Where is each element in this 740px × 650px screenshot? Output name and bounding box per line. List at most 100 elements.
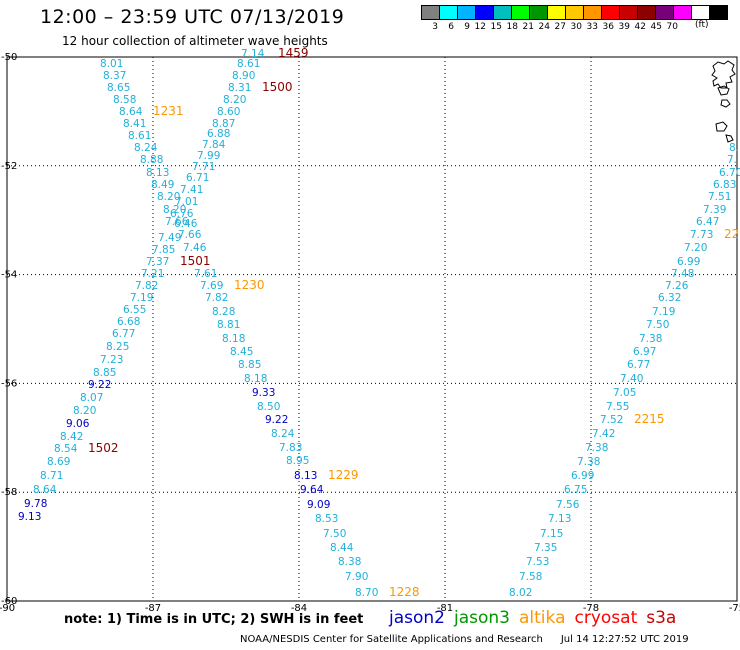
wave-height-label: 7.90 — [345, 571, 368, 583]
wave-height-label: 8.45 — [230, 346, 253, 358]
wave-height-label: 7.50 — [646, 319, 669, 331]
pass-time-label: 22 — [724, 227, 739, 241]
legend-label: 70 — [666, 22, 678, 32]
wave-height-label: 6.77 — [112, 328, 135, 340]
wave-height-label: 8.02 — [509, 587, 532, 599]
wave-height-label: 8.64 — [33, 484, 57, 496]
wave-height-label: 8.20 — [73, 405, 96, 417]
legend-swatches — [421, 5, 728, 20]
footer-note: note: 1) Time is in UTC; 2) SWH is in fe… — [64, 612, 364, 627]
legend-label: 36 — [602, 22, 614, 32]
wave-height-label: 8. — [729, 142, 739, 154]
wave-height-label: 9.06 — [66, 418, 90, 430]
satellite-s3a: s3a — [646, 608, 677, 628]
wave-height-label: 8.88 — [140, 154, 163, 166]
coastline — [711, 60, 736, 143]
wave-height-label: 8.81 — [217, 319, 240, 331]
wave-height-label: 8.50 — [257, 401, 280, 413]
wave-height-label: 7.13 — [548, 513, 571, 525]
wave-height-label: 7.66 — [178, 229, 202, 241]
color-scale-legend: 3 6 9 12 15 18 21 24 27 30 33 36 39 42 45 70 (ft) — [421, 5, 728, 32]
wave-height-label: 8.69 — [47, 456, 70, 468]
page-subtitle: 12 hour collection of altimeter wave hei… — [62, 34, 328, 48]
wave-height-label: 9.78 — [24, 498, 47, 510]
wave-height-label: 7.83 — [279, 442, 302, 454]
legend-label: 33 — [586, 22, 598, 32]
wave-height-label: 8.49 — [151, 179, 174, 191]
wave-height-label: 8.18 — [244, 373, 267, 385]
wave-height-label: 6.99 — [677, 256, 700, 268]
satellite-jason2: jason2 — [389, 608, 445, 628]
satellite-cryosat: cryosat — [574, 608, 638, 628]
legend-swatch — [709, 5, 728, 20]
legend-label: 18 — [506, 22, 518, 32]
wave-height-label: 8.61 — [237, 58, 260, 70]
wave-height-label: 7.82 — [205, 292, 228, 304]
wave-height-label: 7.50 — [323, 528, 346, 540]
legend-label: 9 — [464, 22, 470, 32]
legend-label: 12 — [474, 22, 486, 32]
wave-height-label: 7.19 — [652, 306, 675, 318]
wave-height-label: 7.69 — [200, 280, 223, 292]
wave-height-label: 8.25 — [106, 341, 129, 353]
legend-label: 42 — [634, 22, 646, 32]
wave-height-label: 8.65 — [107, 82, 130, 94]
pass-time-label: 2215 — [634, 412, 665, 426]
wave-height-label: 8.37 — [103, 70, 126, 82]
legend-label: 39 — [618, 22, 630, 32]
wave-height-label: 8.38 — [338, 556, 361, 568]
lon-tick-label: -75 — [729, 603, 740, 614]
wave-height-label: 8.85 — [238, 359, 261, 371]
wave-height-label: 6.75 — [564, 484, 587, 496]
wave-height-label: 7.52 — [600, 414, 623, 426]
wave-height-label: 7.84 — [202, 139, 226, 151]
generated-timestamp: Jul 14 12:27:52 UTC 2019 — [560, 634, 689, 645]
wave-height-label: 6.88 — [207, 128, 230, 140]
wave-height-label: 7.15 — [540, 528, 563, 540]
wave-height-label: 8.87 — [212, 118, 235, 130]
wave-height-label: 6.77 — [627, 359, 650, 371]
pass-time-label: 1228 — [389, 585, 420, 599]
lon-tick-label: -78 — [583, 603, 599, 614]
lat-tick-label: -52 — [1, 161, 17, 172]
wave-height-label: 6.55 — [123, 304, 146, 316]
wave-height-label: 9.13 — [18, 511, 41, 523]
wave-height-label: 7.55 — [606, 401, 629, 413]
map-frame — [6, 56, 738, 602]
legend-label: 3 — [432, 22, 438, 32]
satellite-legend: jason2 jason3 altika cryosat s3a — [389, 608, 685, 628]
wave-height-label: 7.38 — [585, 442, 608, 454]
wave-height-label: 7.14 — [241, 48, 265, 60]
wave-height-label: 7.82 — [135, 280, 158, 292]
credit-line: NOAA/NESDIS Center for Satellite Applica… — [240, 634, 689, 645]
wave-height-label: 8.24 — [134, 142, 158, 154]
pass-time-label: 1502 — [88, 441, 119, 455]
wave-height-label: 7.56 — [556, 499, 580, 511]
wave-height-label: 6.46 — [174, 218, 198, 230]
wave-height-label: 6.71 — [186, 172, 209, 184]
wave-height-label: 9.64 — [300, 484, 324, 496]
wave-height-label: 7. — [727, 154, 737, 166]
page-title: 12:00 – 23:59 UTC 07/13/2019 — [40, 6, 345, 28]
wave-height-label: 8.54 — [54, 443, 78, 455]
satellite-altika: altika — [519, 608, 566, 628]
pass-time-label: 1230 — [234, 278, 265, 292]
satellite-jason3: jason3 — [454, 608, 510, 628]
wave-height-label: 8.28 — [212, 306, 235, 318]
legend-label: 27 — [554, 22, 566, 32]
wave-height-label: 7.41 — [180, 184, 203, 196]
wave-height-label: 6.97 — [633, 346, 656, 358]
wave-height-label: 7.20 — [684, 242, 707, 254]
wave-height-label: 7.73 — [690, 229, 713, 241]
wave-height-label: 7.61 — [194, 268, 217, 280]
wave-height-label: 7.35 — [534, 542, 557, 554]
wave-height-label: 6.32 — [658, 292, 681, 304]
wave-height-label: 7.38 — [577, 456, 600, 468]
credit-text: NOAA/NESDIS Center for Satellite Applica… — [240, 634, 543, 645]
wave-height-label: 7.39 — [703, 204, 726, 216]
wave-height-label: 6.76 — [170, 208, 194, 220]
wave-height-label: 8.20 — [163, 204, 186, 216]
wave-height-label: 7.19 — [130, 292, 153, 304]
wave-height-label: 7.37 — [146, 256, 169, 268]
